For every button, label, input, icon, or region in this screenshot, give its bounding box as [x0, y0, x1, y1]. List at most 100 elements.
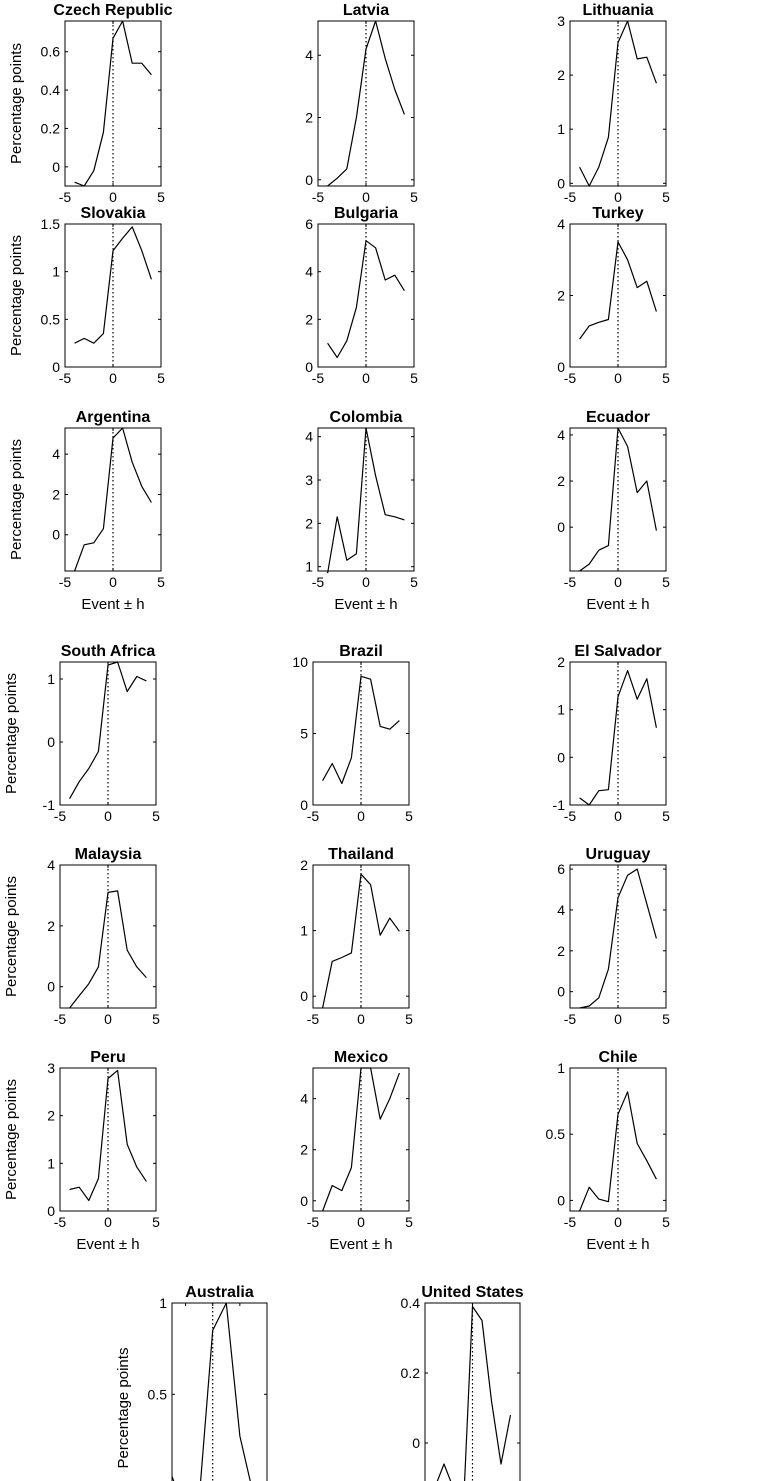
- x-tick-label: 5: [152, 1011, 160, 1027]
- y-tick-label: 2: [300, 1142, 308, 1158]
- panel: Chile -5 0 5 0 0.5 1 Event ± h: [546, 1049, 671, 1253]
- x-axis-label: Event ± h: [334, 596, 397, 613]
- x-tick-label: 5: [410, 189, 418, 205]
- y-tick-label: 4: [557, 902, 565, 918]
- y-tick-label: 2: [305, 110, 313, 126]
- y-tick-label: 0: [52, 159, 60, 175]
- x-tick-label: 5: [405, 1214, 413, 1230]
- panel-title: Australia: [185, 1284, 254, 1301]
- y-tick-label: 0: [557, 749, 565, 765]
- x-tick-label: 5: [157, 189, 165, 205]
- x-tick-label: -5: [54, 1214, 67, 1230]
- y-tick-label: 2: [47, 918, 55, 934]
- x-tick-label: 0: [614, 1011, 622, 1027]
- y-tick-label: 0.5: [148, 1386, 168, 1402]
- series-line: [74, 427, 152, 572]
- panel: Colombia -5 0 5 1 2 3 4 Event ± h: [305, 409, 418, 613]
- x-axis-label: Event ± h: [76, 1236, 139, 1253]
- y-tick-label: 0: [557, 1192, 565, 1208]
- y-tick-label: 0: [52, 359, 60, 375]
- x-tick-label: -5: [307, 1011, 320, 1027]
- y-tick-label: 0: [300, 988, 308, 1004]
- panel-title: South Africa: [61, 643, 156, 660]
- y-tick-label: 4: [305, 47, 313, 63]
- y-tick-label: 2: [300, 857, 308, 873]
- panel: South Africa -5 0 5 -1 0 1 Percentage points: [3, 643, 160, 824]
- panel: Malaysia -5 0 5 0 2 4 Percentage points: [3, 846, 160, 1027]
- x-tick-label: 5: [662, 808, 670, 824]
- y-tick-label: 6: [557, 861, 565, 877]
- y-tick-label: 0: [412, 1435, 420, 1451]
- y-tick-label: 6: [305, 216, 313, 232]
- y-tick-label: 0: [47, 979, 55, 995]
- y-tick-label: 1: [557, 121, 565, 137]
- x-tick-label: 5: [662, 1214, 670, 1230]
- panel: Argentina -5 0 5 0 2 4 Percentage points Event ±…: [8, 409, 165, 613]
- y-tick-label: 0.2: [401, 1365, 421, 1381]
- y-tick-label: 2: [52, 486, 60, 502]
- y-tick-label: 2: [557, 654, 565, 670]
- y-tick-label: 5: [300, 726, 308, 742]
- y-tick-label: 0: [47, 1203, 55, 1219]
- x-tick-label: -5: [59, 370, 72, 386]
- x-tick-label: 5: [152, 808, 160, 824]
- x-tick-label: 5: [662, 370, 670, 386]
- y-axis-label: Percentage points: [3, 673, 20, 794]
- y-tick-label: 0: [305, 172, 313, 188]
- panel-title: Mexico: [334, 1049, 388, 1066]
- series-line: [327, 20, 405, 187]
- panel: Thailand -5 0 5 0 1 2: [300, 846, 413, 1027]
- y-tick-label: 2: [557, 473, 565, 489]
- panel: Czech Republic -5 0 5 0 0.2 0.4 0.6 Percentage p…: [8, 2, 173, 205]
- x-tick-label: -5: [59, 574, 72, 590]
- y-tick-label: 2: [557, 288, 565, 304]
- y-tick-label: 0.4: [41, 82, 61, 98]
- panel-title: Latvia: [343, 2, 389, 19]
- y-tick-label: 1: [52, 264, 60, 280]
- panel-title: United States: [421, 1284, 523, 1301]
- x-tick-label: 0: [109, 189, 117, 205]
- y-tick-label: 2: [47, 1108, 55, 1124]
- y-axis-label: Percentage points: [8, 43, 25, 164]
- y-tick-label: -1: [43, 797, 56, 813]
- x-tick-label: -5: [59, 189, 72, 205]
- series-line: [69, 890, 147, 1009]
- x-tick-label: -5: [564, 574, 577, 590]
- y-tick-label: 3: [305, 472, 313, 488]
- x-tick-label: -5: [564, 1011, 577, 1027]
- x-tick-label: 5: [662, 574, 670, 590]
- y-tick-label: 4: [47, 857, 55, 873]
- series-line: [69, 661, 147, 799]
- y-axis-label: Percentage points: [3, 1079, 20, 1200]
- x-tick-label: 0: [614, 370, 622, 386]
- x-tick-label: 0: [109, 574, 117, 590]
- x-tick-label: 5: [410, 574, 418, 590]
- x-tick-label: 0: [357, 808, 365, 824]
- x-tick-label: 5: [410, 370, 418, 386]
- x-tick-label: -5: [312, 370, 325, 386]
- series-line: [171, 1302, 251, 1481]
- y-tick-label: 0: [557, 175, 565, 191]
- y-tick-label: -1: [553, 797, 566, 813]
- panel-title: Malaysia: [75, 846, 142, 863]
- x-tick-label: 0: [614, 808, 622, 824]
- panel-title: Brazil: [339, 643, 383, 660]
- y-tick-label: 1: [557, 702, 565, 718]
- panel-title: Lithuania: [582, 2, 653, 19]
- y-tick-label: 1: [305, 559, 313, 575]
- series-line: [436, 1305, 512, 1481]
- y-tick-label: 0: [300, 797, 308, 813]
- x-tick-label: 0: [104, 1214, 112, 1230]
- y-axis-label: Percentage points: [8, 235, 25, 356]
- panel-title: Colombia: [330, 409, 403, 426]
- y-tick-label: 0: [557, 359, 565, 375]
- y-tick-label: 4: [300, 1091, 308, 1107]
- panel: Ecuador -5 0 5 0 2 4 Event ± h: [557, 409, 670, 613]
- x-axis-label: Event ± h: [329, 1236, 392, 1253]
- y-tick-label: 3: [557, 13, 565, 29]
- x-tick-label: 0: [614, 574, 622, 590]
